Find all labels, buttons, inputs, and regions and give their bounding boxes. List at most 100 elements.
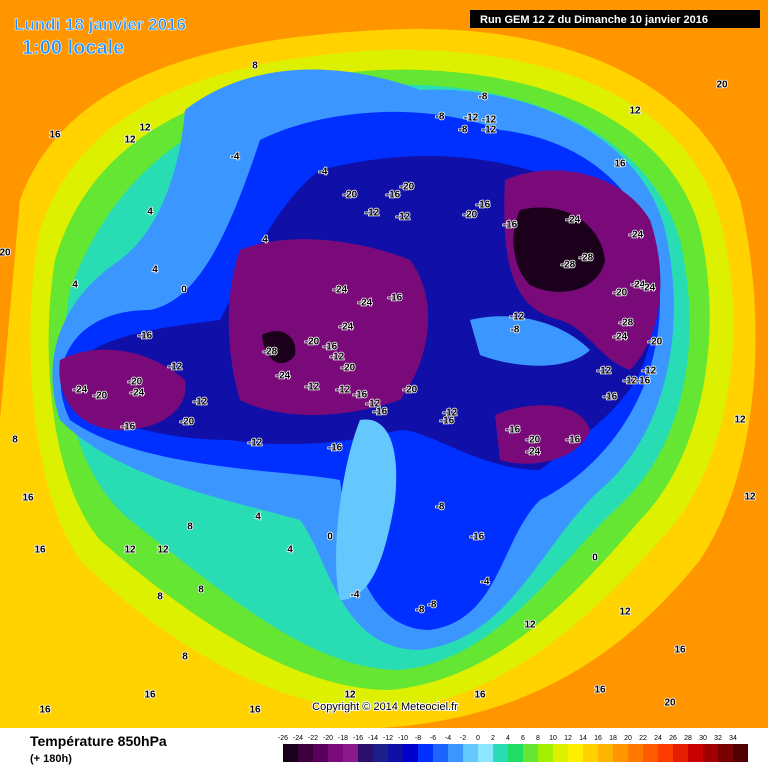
legend-label: 26 (669, 735, 677, 742)
legend-label: -10 (398, 735, 408, 742)
contour-label: 16 (39, 705, 51, 716)
legend-label: 4 (506, 735, 510, 742)
legend-label: -22 (308, 735, 318, 742)
legend-swatch (673, 744, 688, 762)
legend-label: 28 (684, 735, 692, 742)
contour-label: 4 (147, 207, 153, 218)
contour-label: -20 (403, 385, 418, 396)
contour-label: -20 (180, 417, 195, 428)
contour-label: -16 (476, 200, 491, 211)
contour-label: 12 (744, 492, 756, 503)
contour-label: -20 (305, 337, 320, 348)
legend-swatch (598, 744, 613, 762)
contour-label: -16 (388, 293, 403, 304)
contour-label: 4 (255, 512, 261, 523)
legend-label: -4 (445, 735, 451, 742)
contour-label: -12 (482, 115, 497, 126)
contour-label: 12 (124, 545, 136, 556)
contour-label: 12 (524, 620, 536, 631)
contour-label: -16 (353, 390, 368, 401)
legend-swatch (733, 744, 748, 762)
legend-swatch (328, 744, 343, 762)
contour-label: -12 (365, 208, 380, 219)
contour-label: 20 (664, 698, 676, 709)
contour-label: 16 (34, 545, 46, 556)
contour-label: -16 (138, 331, 153, 342)
contour-label: -12 (464, 113, 479, 124)
contour-label: 12 (124, 135, 136, 146)
contour-label: -20 (128, 377, 143, 388)
contour-label: -24 (130, 388, 145, 399)
legend-swatch (538, 744, 553, 762)
contour-label: -8 (436, 502, 445, 513)
contour-label: -28 (579, 253, 594, 264)
run-info: Run GEM 12 Z du Dimanche 10 janvier 2016 (480, 14, 708, 26)
contour-label: -20 (613, 288, 628, 299)
legend-swatch (418, 744, 433, 762)
contour-label: 8 (187, 522, 193, 533)
legend-label: -24 (293, 735, 303, 742)
contour-label: -16 (603, 392, 618, 403)
contour-label: 0 (592, 553, 598, 564)
contour-label: -20 (526, 435, 541, 446)
legend-label: 6 (521, 735, 525, 742)
contour-label: 4 (72, 280, 78, 291)
legend-swatch (298, 744, 313, 762)
legend-label: -6 (430, 735, 436, 742)
legend-label: -16 (353, 735, 363, 742)
legend-label: 8 (536, 735, 540, 742)
legend-label: -8 (415, 735, 421, 742)
contour-label: -12 (510, 312, 525, 323)
contour-label: -12 (305, 382, 320, 393)
contour-label: -16 (440, 416, 455, 427)
contour-label: -16 (506, 425, 521, 436)
legend-swatch (343, 744, 358, 762)
map (0, 0, 768, 728)
legend-swatch (433, 744, 448, 762)
legend-label: -18 (338, 735, 348, 742)
contour-label: -24 (629, 230, 644, 241)
contour-label: -8 (416, 605, 425, 616)
contour-label: -16 (566, 435, 581, 446)
contour-label: -20 (648, 337, 663, 348)
header: Lundi 18 janvier 2016 1:00 locale Run GE… (14, 10, 760, 59)
legend-label: 18 (609, 735, 617, 742)
contour-label: -20 (343, 190, 358, 201)
contour-label: -8 (436, 112, 445, 123)
legend-swatch (628, 744, 643, 762)
legend-swatch (373, 744, 388, 762)
contour-label: -8 (428, 600, 437, 611)
legend-label: -14 (368, 735, 378, 742)
contour-label: -12 (396, 212, 411, 223)
contour-label: 12 (629, 106, 641, 117)
legend-swatch (703, 744, 718, 762)
contour-label: -20 (93, 391, 108, 402)
contour-label: -24 (358, 298, 373, 309)
legend-swatch (358, 744, 373, 762)
contour-label: -4 (231, 152, 240, 163)
legend-swatch (613, 744, 628, 762)
copyright: Copyright © 2014 Meteociel.fr (312, 701, 458, 713)
contour-label: 8 (252, 61, 258, 72)
contour-label: -24 (526, 447, 541, 458)
contour-label: 4 (287, 545, 293, 556)
contour-label: -4 (481, 577, 490, 588)
contour-label: -16 (328, 443, 343, 454)
contour-label: 12 (344, 690, 356, 701)
contour-label: -8 (459, 125, 468, 136)
contour-label: -12 (330, 352, 345, 363)
contour-label: -16 (470, 532, 485, 543)
legend-label: -12 (383, 735, 393, 742)
contour-label: 16 (614, 159, 626, 170)
footer-title: Température 850hPa (30, 733, 167, 749)
contour-label: -24 (641, 283, 656, 294)
contour-label: 12 (157, 545, 169, 556)
legend-swatch (688, 744, 703, 762)
legend-swatch (718, 744, 733, 762)
contour-label: -16 (386, 190, 401, 201)
contour-label: -20 (400, 182, 415, 193)
contour-label: 16 (49, 130, 61, 141)
legend-label: 24 (654, 735, 662, 742)
contour-label: -24 (613, 332, 628, 343)
